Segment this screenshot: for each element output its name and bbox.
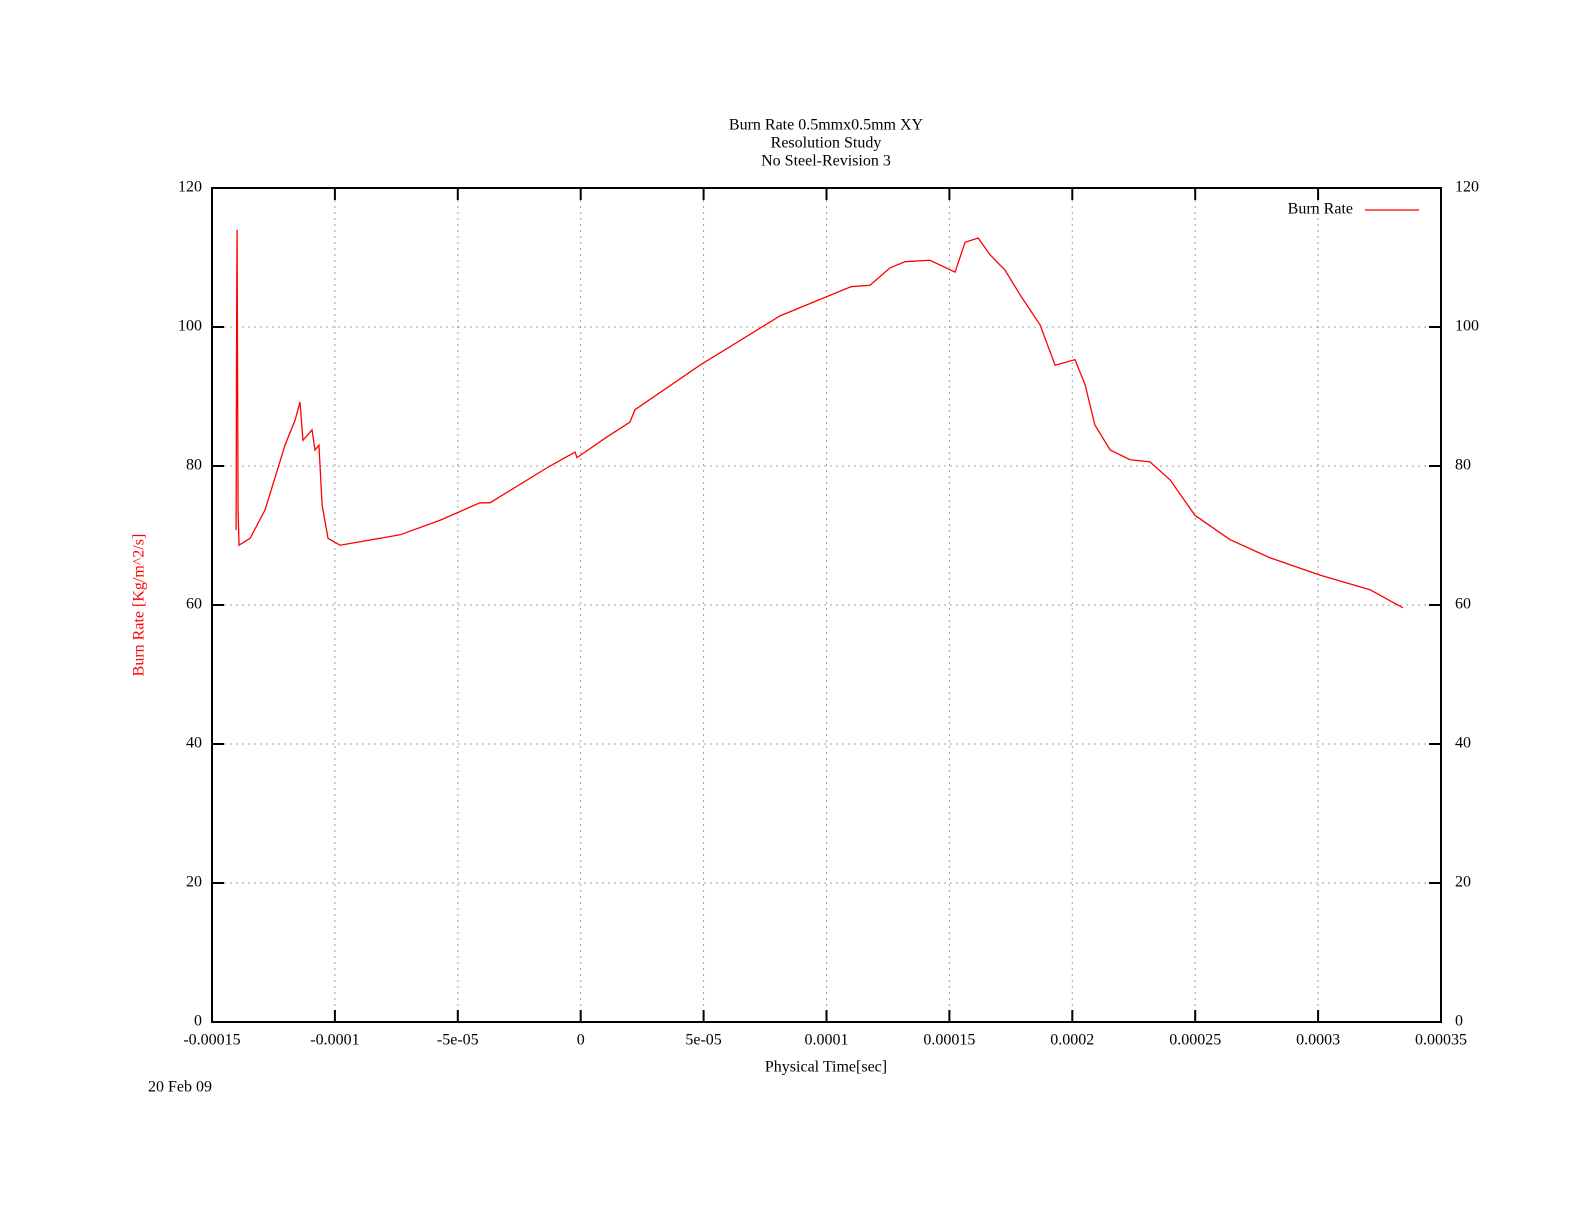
y-tick-label: 0 xyxy=(194,1013,202,1030)
x-tick-label: 0.00025 xyxy=(1169,1032,1221,1049)
chart-title: Resolution Study xyxy=(771,135,882,152)
x-tick-label: 0.0003 xyxy=(1296,1032,1340,1049)
y2-tick-label: 60 xyxy=(1455,596,1471,613)
y-tick-label: 20 xyxy=(186,874,202,891)
y2-tick-label: 120 xyxy=(1455,179,1479,196)
legend-label: Burn Rate xyxy=(1288,201,1353,218)
y-axis-label: Burn Rate [Kg/m^2/s] xyxy=(131,534,148,677)
x-tick-label: 0.00015 xyxy=(923,1032,975,1049)
x-tick-label: 0.0002 xyxy=(1050,1032,1094,1049)
chart-title: Burn Rate 0.5mmx0.5mm XY xyxy=(729,117,924,134)
x-tick-label: 5e-05 xyxy=(685,1032,721,1049)
x-tick-label: 0.00035 xyxy=(1415,1032,1467,1049)
x-axis-label: Physical Time[sec] xyxy=(765,1059,887,1076)
x-tick-label: -0.00015 xyxy=(183,1032,240,1049)
y2-tick-label: 0 xyxy=(1455,1013,1463,1030)
y2-tick-label: 40 xyxy=(1455,735,1471,752)
y-tick-label: 80 xyxy=(186,457,202,474)
x-tick-label: -5e-05 xyxy=(437,1032,479,1049)
y2-tick-label: 100 xyxy=(1455,318,1479,335)
x-tick-label: 0.0001 xyxy=(805,1032,849,1049)
plot-frame xyxy=(211,187,1442,1023)
y-tick-label: 100 xyxy=(178,318,202,335)
x-tick-label: 0 xyxy=(577,1032,585,1049)
data-line xyxy=(235,229,1404,609)
date-annotation: 20 Feb 09 xyxy=(148,1079,212,1096)
y-tick-label: 60 xyxy=(186,596,202,613)
y2-tick-label: 20 xyxy=(1455,874,1471,891)
y2-tick-label: 80 xyxy=(1455,457,1471,474)
chart-title: No Steel-Revision 3 xyxy=(761,153,891,170)
y-tick-label: 120 xyxy=(178,179,202,196)
x-tick-label: -0.0001 xyxy=(310,1032,359,1049)
y-tick-label: 40 xyxy=(186,735,202,752)
